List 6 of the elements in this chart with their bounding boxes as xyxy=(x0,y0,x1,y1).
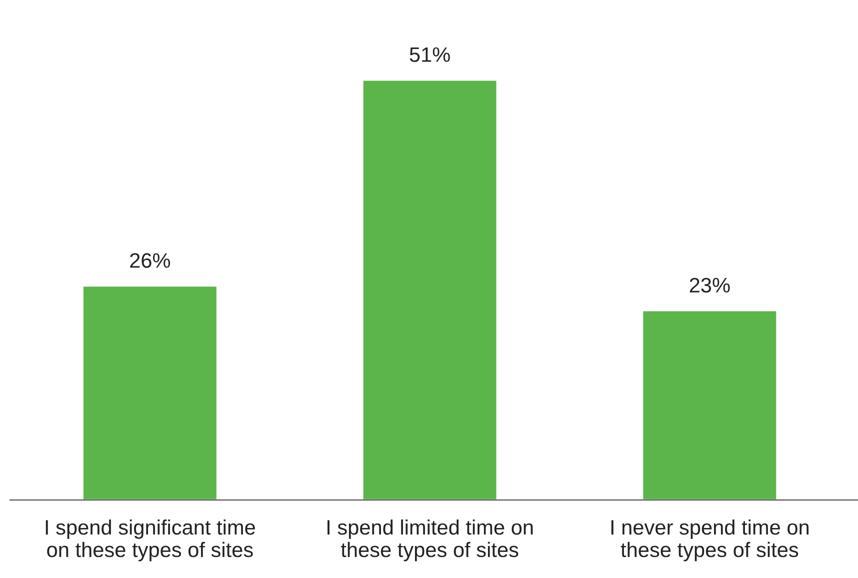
x-tick-label: I spend significant time on these types of sites xyxy=(46,519,255,562)
data-label: 51% xyxy=(410,47,450,62)
data-label: 23% xyxy=(690,278,730,293)
data-label: 26% xyxy=(130,253,170,268)
x-tick-label: I spend limited time on these types of sites xyxy=(328,519,533,562)
x-tick-label: I never spend time on these types of sites xyxy=(611,519,808,562)
